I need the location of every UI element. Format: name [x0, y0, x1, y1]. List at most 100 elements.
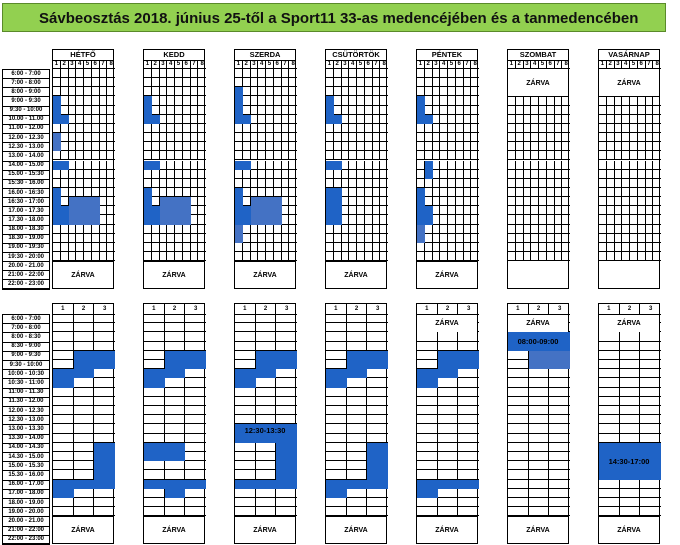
lane-cell [185, 461, 206, 471]
lane-cell [235, 252, 243, 262]
lane-cell [76, 242, 84, 252]
time-label: 17.00 - 18.00 [8, 490, 44, 497]
lane-cell [630, 178, 638, 188]
lane-cell [554, 197, 563, 207]
lane-cell [367, 388, 388, 397]
lane-cell [107, 206, 115, 216]
booked-block [53, 114, 61, 124]
lane-cell [159, 169, 168, 179]
time-annotation: 08:00-09:00 [517, 337, 559, 347]
lane-cell [455, 252, 464, 262]
booked-block [528, 332, 550, 351]
lane-cell [508, 197, 516, 207]
lane-cell [372, 151, 381, 161]
lane-cell [91, 142, 100, 152]
lane-cell [107, 151, 115, 161]
booked-block [185, 479, 206, 489]
lane-number: 7 [281, 60, 290, 69]
lane-cell [182, 142, 191, 152]
lane-cell [372, 178, 381, 188]
lane-cell [554, 142, 563, 152]
lane-cell [53, 323, 74, 333]
time-row-line [2, 332, 50, 334]
booked-block [164, 350, 186, 370]
lane-cell [185, 388, 206, 397]
lane-cell [645, 105, 654, 115]
lane-cell [144, 151, 152, 161]
lane-number: 3 [341, 60, 350, 69]
lane-number: 5 [84, 60, 92, 69]
lane-number: 3 [432, 60, 441, 69]
lane-cell [528, 488, 550, 498]
lane-cell [349, 114, 357, 124]
lane-cell [94, 434, 115, 443]
lane-cell [357, 87, 365, 97]
lane-cell [440, 87, 448, 97]
lane-cell [364, 169, 373, 179]
closed-label: ZÁRVA [162, 272, 186, 280]
lane-cell [653, 179, 661, 188]
lane-cell [554, 123, 563, 134]
lane-number: 6 [273, 60, 282, 69]
lane-cell [424, 242, 433, 252]
lane-cell [448, 252, 456, 262]
lane-cell [53, 406, 74, 416]
booked-block [242, 206, 251, 225]
lane-cell [266, 151, 274, 161]
lane-number: 2 [424, 60, 433, 69]
booked-block [94, 442, 115, 489]
lane-cell [167, 69, 175, 79]
lane-number: 8 [289, 60, 297, 69]
lane-cell [523, 133, 532, 143]
lane-cell [151, 224, 160, 234]
lane-cell [471, 206, 479, 216]
lane-cell [107, 124, 115, 134]
lane-number: 1 [53, 60, 61, 69]
lane-cell [606, 215, 615, 225]
lane-cell [250, 123, 259, 134]
lane-cell [619, 433, 641, 443]
lane-cell [76, 252, 84, 262]
lane-cell [463, 151, 472, 161]
lane-cell [91, 242, 100, 252]
lane-cell [539, 160, 547, 170]
lane-cell [554, 215, 563, 225]
lane-cell [372, 224, 381, 234]
lane-cell [614, 178, 623, 188]
lane-cell [599, 169, 607, 179]
lane-cell [523, 160, 532, 170]
lane-cell [266, 178, 274, 188]
booked-block [417, 96, 425, 115]
lane-cell [357, 96, 365, 106]
lane-cell [599, 433, 620, 443]
lane-cell [357, 242, 365, 252]
lane-cell [599, 415, 620, 425]
lane-cell [645, 224, 654, 234]
lane-cell [630, 197, 638, 207]
lane-number: 6 [455, 60, 464, 69]
day-grid: VASÁRNAP 1 2 3 4 5 6 7 8 ZÁRVA [598, 49, 661, 289]
lane-cell [346, 470, 368, 480]
lane-cell [276, 507, 297, 517]
lane-cell [182, 242, 191, 252]
lane-cell [68, 252, 77, 262]
lane-cell [341, 87, 350, 97]
lane-cell [364, 87, 373, 97]
lane-cell [349, 87, 357, 97]
lane-cell [546, 197, 555, 207]
lane-cell [367, 397, 388, 406]
lane-cell [546, 133, 555, 143]
lane-cell [326, 224, 334, 234]
closed-divider [53, 516, 113, 518]
lane-cell [458, 369, 479, 379]
lane-cell [326, 78, 334, 88]
lane-cell [53, 332, 74, 342]
lane-cell [164, 415, 186, 425]
lane-cell [645, 96, 654, 106]
lane-cell [76, 78, 84, 88]
lane-cell [653, 225, 661, 234]
lane-cell [630, 169, 638, 179]
day-grid: PÉNTEK 1 2 3 4 5 6 7 8 ZÁRVA [416, 49, 479, 289]
lane-cell [471, 197, 479, 207]
lane-cell [515, 242, 524, 252]
